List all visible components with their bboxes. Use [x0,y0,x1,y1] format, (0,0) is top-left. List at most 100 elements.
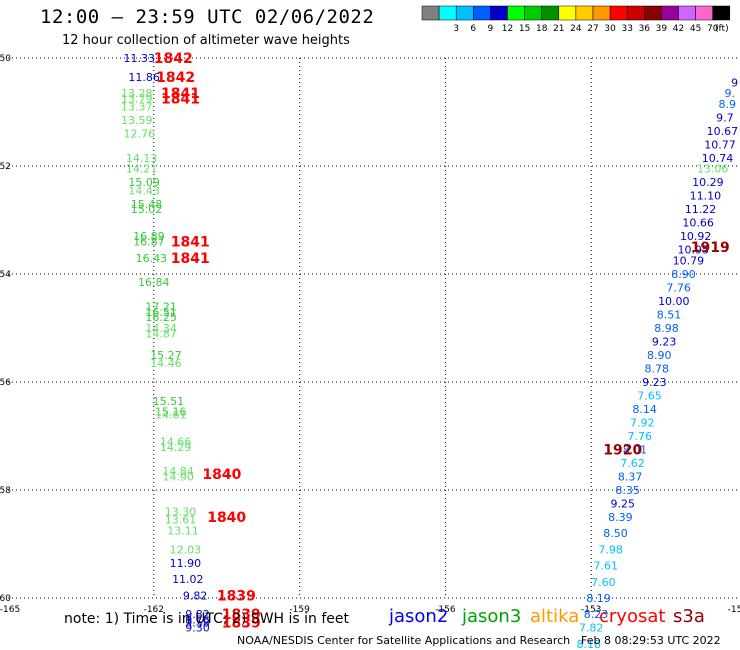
wave-height-value: 14.87 [145,327,177,340]
legend-label: 9 [488,24,494,34]
legend-label: 6 [470,24,476,34]
lon-label: -15 [728,605,740,615]
wave-height-value: 13.30 [165,506,197,519]
legend-label: 24 [570,24,582,34]
lon-label: -156 [435,605,456,615]
legend-label: 33 [621,24,632,34]
lon-label: -165 [0,605,20,615]
time-label: 1840 [207,510,246,526]
wave-height-value: 14.61 [155,408,187,421]
wave-height-value: 16.84 [138,276,170,289]
lat-label: -58 [0,486,11,496]
legend-swatch [490,5,508,21]
legend-label: 36 [639,24,651,34]
wave-height-value: 16.51 [145,306,177,319]
wave-height-value: 7.98 [598,543,623,556]
lat-label: -56 [0,378,11,388]
lat-label: -60 [0,594,11,604]
wave-height-value: 14.84 [162,465,194,478]
wave-height-value: 13.28 [121,87,153,100]
wave-height-value: 10.67 [707,125,739,138]
lon-label: -159 [289,605,310,615]
wave-height-value: 10.79 [673,255,705,268]
wave-height-value: 11.02 [172,573,204,586]
wave-height-value: 9.82 [185,608,210,621]
wave-height-value: 7.76 [666,282,691,295]
legend-swatch [438,5,457,21]
time-label: 1839 [217,588,256,604]
legend-label: 42 [673,24,684,34]
legend-swatch [507,5,525,21]
wave-height-value: 8.51 [657,309,682,322]
lat-label: -52 [0,162,11,172]
wave-height-value: 9.23 [642,376,667,389]
legend-swatch [661,5,679,21]
wave-height-value: 13.59 [121,114,153,127]
legend-swatch [626,5,645,21]
wave-height-value: 7.61 [594,560,619,573]
wave-height-value: 8.98 [654,322,679,335]
wave-height-value: 8.50 [603,527,628,540]
generated-timestamp: Feb 8 08:29:53 UTC 2022 [581,634,721,647]
legend-label: 18 [536,24,548,34]
wave-height-value: 9.7 [716,111,734,124]
legend-label: 21 [553,24,564,34]
wave-height-value: 8.78 [645,363,670,376]
wave-height-value: 10.77 [704,138,736,151]
wave-height-value: 8.39 [608,511,633,524]
wave-height-value: 13.11 [167,525,199,538]
wave-height-value: 14.13 [126,152,158,165]
wave-height-value: 14.46 [150,357,182,370]
footer-note: note: 1) Time is in UTC; 2) SWH is in fe… [64,611,350,627]
legend-swatch [455,5,474,21]
satellite-jason3: jason3 [462,606,522,627]
wave-height-value: 14.66 [160,435,192,448]
wave-height-value: 13.37 [121,101,153,114]
legend-label: 45 [690,24,701,34]
legend-swatch [695,5,713,21]
legend-label: 27 [587,24,598,34]
wave-height-value: 8.23 [584,608,609,621]
wave-height-value: 12.76 [123,128,155,141]
wave-height-value: 7.92 [630,417,655,430]
wave-height-value: 11.90 [170,557,202,570]
wave-height-value: 9.30 [185,622,210,635]
wave-height-value: 10.29 [692,176,724,189]
wave-height-value: 10.74 [702,152,734,165]
wave-height-value: 15.09 [128,176,160,189]
lat-label: -50 [0,54,11,64]
wave-height-value: 16.89 [133,230,165,243]
wave-height-value: 9. [724,87,735,100]
wave-height-value: 15.51 [153,395,185,408]
wave-height-value: 16.25 [145,311,177,324]
time-label: 1841 [171,235,210,251]
wave-height-value: 8.35 [615,484,640,497]
wave-height-value: 11.22 [685,203,717,216]
wave-height-value: 11.86 [128,71,160,84]
credit-text: NOAA/NESDIS Center for Satellite Applica… [237,634,571,647]
legend-swatch [712,5,731,21]
legend-swatch [609,5,628,21]
legend-swatch [575,5,594,21]
wave-height-value: 7.60 [591,576,616,589]
legend-label: 30 [604,24,616,34]
wave-height-value: 10.92 [680,230,712,243]
wave-height-value: 15.16 [155,406,187,419]
time-label: 1841 [161,92,200,108]
wave-height-value: 10.66 [682,217,714,230]
wave-height-value: 8.37 [618,471,643,484]
time-label: 1842 [154,51,193,67]
time-label: 1920 [603,443,642,459]
wave-height-value: 8.14 [632,403,657,416]
wave-height-value: 14.21 [126,163,158,176]
time-label: 1839 [222,607,261,623]
wave-height-value: 9.82 [183,589,208,602]
wave-height-value: 15.02 [131,203,163,216]
wave-height-value: 13.06 [697,163,729,176]
wave-height-value: 7.82 [579,622,604,635]
legend-label: 12 [502,24,513,34]
wave-height-value: 9.25 [611,498,636,511]
legend-label: 39 [656,24,668,34]
wave-height-value: 8.18 [577,638,602,650]
